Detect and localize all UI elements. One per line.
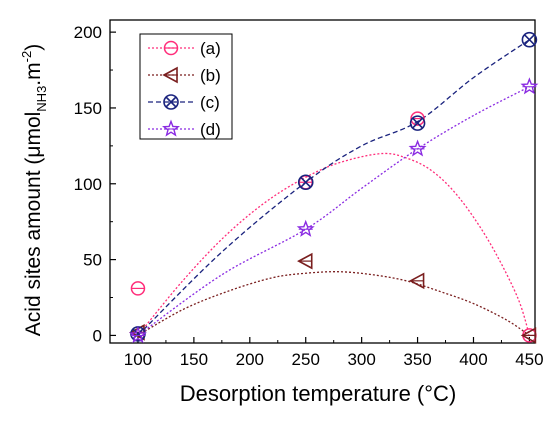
series-d-point	[520, 77, 539, 95]
x-axis: 100 150 200 250 300 350 400 450	[124, 337, 544, 369]
y-axis: 0 50 100 150 200	[74, 23, 116, 345]
legend-marker	[162, 119, 180, 137]
y-axis-label: Acid sites amount (μmolNH3.m-2)	[19, 44, 49, 336]
y-tick-label: 200	[74, 23, 102, 42]
series-c-curve	[137, 39, 530, 336]
series-a-point	[130, 281, 146, 296]
series-a-curve	[137, 152, 531, 336]
y-axis-label-sup: -2	[19, 51, 34, 63]
legend-marker	[163, 40, 179, 56]
series-b-curve	[137, 271, 530, 336]
series-c-point	[297, 174, 314, 191]
series-d-curve	[137, 86, 530, 336]
series-c-point	[521, 31, 538, 48]
x-tick-label: 350	[403, 350, 431, 369]
legend-marker	[162, 66, 178, 84]
x-tick-label: 300	[347, 350, 375, 369]
legend-box	[139, 33, 233, 140]
fit-curves	[137, 39, 531, 336]
y-tick-label: 50	[83, 251, 102, 270]
legend: (a) (b) (c) (d)	[139, 33, 233, 140]
x-tick-label: 100	[124, 350, 152, 369]
series-d-point	[128, 325, 147, 344]
plot-frame	[109, 19, 536, 344]
series-d-point	[408, 139, 427, 157]
x-tick-label: 150	[180, 350, 208, 369]
x-tick-label: 250	[292, 350, 320, 369]
legend-marker	[163, 94, 179, 110]
series-d-point	[296, 219, 315, 237]
y-axis-label-close: )	[22, 44, 45, 51]
legend-label: (c)	[200, 93, 220, 112]
legend-label: (b)	[200, 66, 221, 85]
series-b-point	[297, 252, 313, 270]
y-tick-label: 150	[74, 99, 102, 118]
x-tick-label: 200	[236, 350, 264, 369]
legend-label: (a)	[200, 39, 221, 58]
x-axis-label: Desorption temperature (°C)	[180, 381, 457, 406]
y-axis-label-main: Acid sites amount (μmol	[22, 112, 45, 337]
series-b-point	[408, 272, 425, 290]
legend-label: (d)	[200, 120, 221, 139]
series-c-point	[409, 115, 426, 131]
x-tick-label: 450	[515, 350, 543, 369]
y-tick-label: 0	[93, 326, 102, 345]
y-axis-label-sub: NH3	[34, 86, 49, 112]
data-points	[128, 31, 539, 344]
series-b-point	[520, 327, 537, 344]
y-tick-label: 100	[74, 175, 102, 194]
x-tick-label: 400	[459, 350, 487, 369]
y-axis-label-unit: .m	[22, 62, 45, 85]
